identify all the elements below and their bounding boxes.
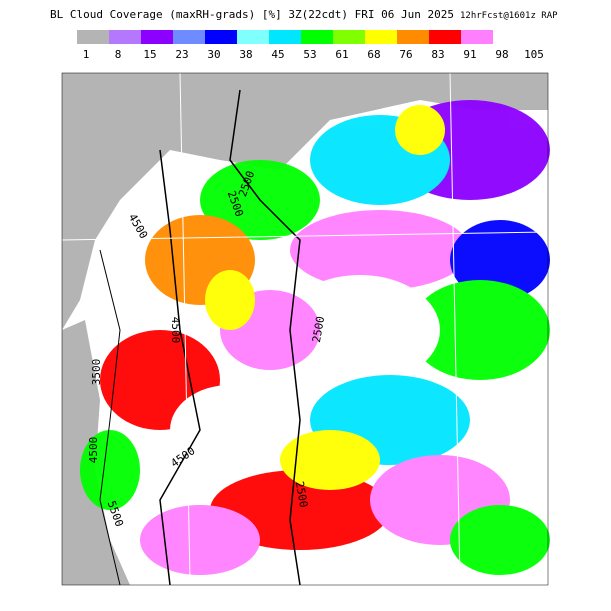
colorbar-swatch [269, 30, 301, 44]
subtitle: 12hrFcst@1601z RAP [460, 11, 558, 21]
colorbar-label: 98 [495, 48, 508, 61]
colorbar-swatch [109, 30, 141, 44]
contour-label: 4500 [87, 437, 100, 464]
cloud-patches [80, 100, 550, 575]
contours [99, 89, 301, 586]
colorbar-label: 76 [399, 48, 412, 61]
colorbar-swatch [141, 30, 173, 44]
colorbar-swatch [397, 30, 429, 44]
colorbar-swatch [333, 30, 365, 44]
colorbar-label: 53 [303, 48, 316, 61]
colorbar-label: 83 [431, 48, 444, 61]
colorbar-swatch [173, 30, 205, 44]
colorbar-label: 105 [524, 48, 544, 61]
gray-region [62, 73, 548, 330]
title: BL Cloud Coverage (maxRH-grads) [%] 3Z(2… [50, 8, 454, 21]
colorbar-label: 38 [239, 48, 252, 61]
colorbar-label: 8 [115, 48, 122, 61]
colorbar-label: 23 [175, 48, 188, 61]
contour-label: 2500 [310, 315, 327, 343]
colorbar-label: 45 [271, 48, 284, 61]
colorbar-label: 68 [367, 48, 380, 61]
colorbar-swatch [301, 30, 333, 44]
colorbar-label: 1 [83, 48, 90, 61]
colorbar-swatch [365, 30, 397, 44]
colorbar-label: 30 [207, 48, 220, 61]
colorbar: 1 8 15 23 30 38 45 53 61 68 76 83 91 98 105 [77, 30, 544, 61]
map-frame [61, 72, 549, 586]
colorbar-label: 61 [335, 48, 348, 61]
contour-label: 2500 [293, 480, 310, 508]
colorbar-label: 15 [143, 48, 156, 61]
colorbar-swatch [461, 30, 493, 44]
colorbar-swatch [493, 30, 525, 44]
colorbar-label: 91 [463, 48, 476, 61]
colorbar-swatch [77, 30, 109, 44]
borders [61, 72, 549, 581]
colorbar-swatch [205, 30, 237, 44]
colorbar-swatch [429, 30, 461, 44]
contour-label: 4500 [169, 317, 182, 344]
contour-label: 3500 [90, 359, 103, 386]
colorbar-swatch [237, 30, 269, 44]
